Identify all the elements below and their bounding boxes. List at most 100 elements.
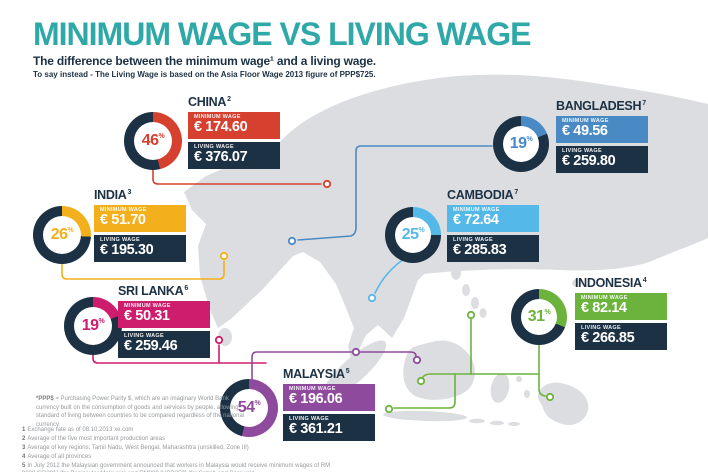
cambodia-location-dot: [367, 293, 377, 303]
living-wage-label: LIVING WAGE: [453, 236, 493, 243]
donut-hole: 54%: [230, 389, 268, 427]
india-donut-chart: 26%: [33, 206, 91, 264]
india-percent: 26%: [50, 226, 74, 243]
india-name: INDIA3: [94, 188, 132, 202]
java-island: [383, 410, 467, 422]
philippines-island: [451, 264, 461, 280]
minimum-wage-label: MINIMUM WAGE: [289, 386, 336, 392]
page-title: MINIMUM WAGE VS LIVING WAGE: [33, 16, 531, 52]
malaysia-living-wage-box: LIVING WAGE € 361.21: [283, 413, 375, 441]
malaysia-minimum-wage-value: € 196.06: [289, 391, 343, 407]
india-minimum-wage-value: € 51.70: [100, 212, 146, 228]
sunda-island: [469, 418, 485, 424]
bangladesh-location-dot: [287, 236, 297, 246]
donut-hole: 19%: [503, 126, 539, 162]
living-wage-label: LIVING WAGE: [124, 332, 164, 339]
china-minimum-wage-box: MINIMUM WAGE € 174.60: [188, 112, 280, 139]
cambodia-donut-chart: 25%: [385, 207, 441, 263]
china-percent: 46%: [141, 132, 165, 149]
india-connector: [61, 251, 229, 280]
india-living-wage-value: € 195.30: [100, 241, 154, 258]
numbered-footnotes: 1 Exchange rate as of 08.10.2013 xe.com 2…: [22, 427, 360, 472]
china-donut-chart: 46%: [124, 112, 182, 170]
bangladesh-minimum-wage-value: € 49.56: [562, 123, 608, 139]
china-living-wage-value: € 376.07: [194, 148, 248, 165]
bangladesh-connector: [287, 145, 493, 246]
malaysia-connector: [251, 347, 422, 382]
maluku-island: [524, 390, 530, 398]
malaysia-living-wage-value: € 361.21: [289, 420, 343, 437]
china-living-wage-box: LIVING WAGE € 376.07: [188, 141, 280, 169]
cambodia-minimum-wage-box: MINIMUM WAGE € 72.64: [447, 205, 539, 232]
minimum-wage-label: MINIMUM WAGE: [194, 114, 241, 120]
india-living-wage-box: LIVING WAGE € 195.30: [94, 234, 186, 262]
philippines-island: [479, 308, 487, 318]
cambodia-percent: 25%: [401, 226, 425, 243]
indonesia-name: INDONESIA4: [575, 276, 647, 290]
minimum-wage-label: MINIMUM WAGE: [100, 207, 147, 213]
indonesia-minimum-wage-value: € 82.14: [581, 300, 627, 316]
indonesia-living-wage-box: LIVING WAGE € 266.85: [575, 322, 667, 350]
bangladesh-minimum-wage-box: MINIMUM WAGE € 49.56: [556, 116, 648, 143]
donut-hole: 46%: [134, 122, 172, 160]
indonesia-percent: 31%: [527, 308, 551, 325]
donut-hole: 19%: [74, 307, 112, 345]
indonesia-dot-north: [466, 310, 476, 320]
donut-hole: 31%: [521, 299, 557, 335]
sunda-island: [490, 420, 504, 426]
sri-lanka-location-dot: [214, 335, 224, 345]
sri-lanka-name: SRI LANKA6: [118, 284, 188, 298]
bangladesh-living-wage-box: LIVING WAGE € 259.80: [556, 145, 648, 173]
donut-hole: 25%: [395, 217, 431, 253]
bangladesh-living-wage-value: € 259.80: [562, 152, 616, 169]
sri-lanka-minimum-wage-box: MINIMUM WAGE € 50.31: [118, 301, 210, 328]
india-location-dot: [219, 251, 229, 261]
bangladesh-name: BANGLADESH7: [556, 99, 646, 113]
cambodia-minimum-wage-value: € 72.64: [453, 212, 499, 228]
page-subnote: To say instead - The Living Wage is base…: [33, 70, 376, 79]
cambodia-living-wage-box: LIVING WAGE € 285.83: [447, 234, 539, 262]
china-location-dot: [322, 179, 332, 189]
footnote-1: 1 Exchange rate as of 08.10.2013 xe.com: [22, 427, 134, 433]
donut-hole: 26%: [43, 216, 81, 254]
malaysia-name: MALAYSIA5: [283, 367, 350, 381]
footnote-2: 2 Average of the five most important prod…: [22, 436, 165, 442]
maluku-island: [516, 376, 522, 382]
minimum-wage-label: MINIMUM WAGE: [453, 207, 500, 213]
indonesia-connector: [384, 310, 555, 414]
living-wage-label: LIVING WAGE: [562, 147, 602, 154]
indonesia-minimum-wage-box: MINIMUM WAGE € 82.14: [575, 293, 667, 320]
cambodia-connector: [367, 258, 405, 303]
ppp-footnote: *PPP$ = Purchasing Power Parity $, which…: [36, 395, 248, 430]
living-wage-label: LIVING WAGE: [100, 236, 140, 243]
sulawesi-island: [490, 373, 510, 403]
philippines-island: [471, 297, 479, 309]
sunda-island: [508, 422, 520, 426]
living-wage-label: LIVING WAGE: [194, 143, 234, 150]
malaysia-percent: 54%: [237, 399, 261, 416]
malaysia-borneo-dot: [412, 355, 422, 365]
sri-lanka-living-wage-box: LIVING WAGE € 259.46: [118, 330, 210, 358]
living-wage-label: LIVING WAGE: [581, 324, 621, 331]
indonesia-donut-chart: 31%: [511, 289, 567, 345]
living-wage-label: LIVING WAGE: [289, 415, 329, 422]
malaysia-peninsular-dot: [351, 347, 361, 357]
sri-lanka-connector: [92, 335, 267, 364]
bangladesh-donut-chart: 19%: [493, 116, 549, 172]
footnote-4: 4 Average of all provinces: [22, 454, 92, 460]
indonesia-dot-kalimantan: [416, 376, 426, 386]
footnote-3: 3 Average of key regions: Tamil Nadu, Wes…: [22, 445, 249, 451]
ppp-footnote-bold: *PPP$: [36, 396, 54, 402]
sri-lanka-percent: 19%: [81, 317, 105, 334]
minimum-wage-label: MINIMUM WAGE: [581, 295, 628, 301]
indonesia-living-wage-value: € 266.85: [581, 329, 635, 346]
cambodia-name: CAMBODIA7: [447, 188, 518, 202]
philippines-island: [462, 284, 470, 296]
malaysia-minimum-wage-box: MINIMUM WAGE € 196.06: [283, 384, 375, 411]
china-name: CHINA2: [188, 95, 231, 109]
china-connector: [152, 167, 332, 189]
footnote-5: 5 In July 2012 the Malaysian government a…: [22, 463, 331, 472]
sri-lanka-donut-chart: 19%: [64, 297, 122, 355]
